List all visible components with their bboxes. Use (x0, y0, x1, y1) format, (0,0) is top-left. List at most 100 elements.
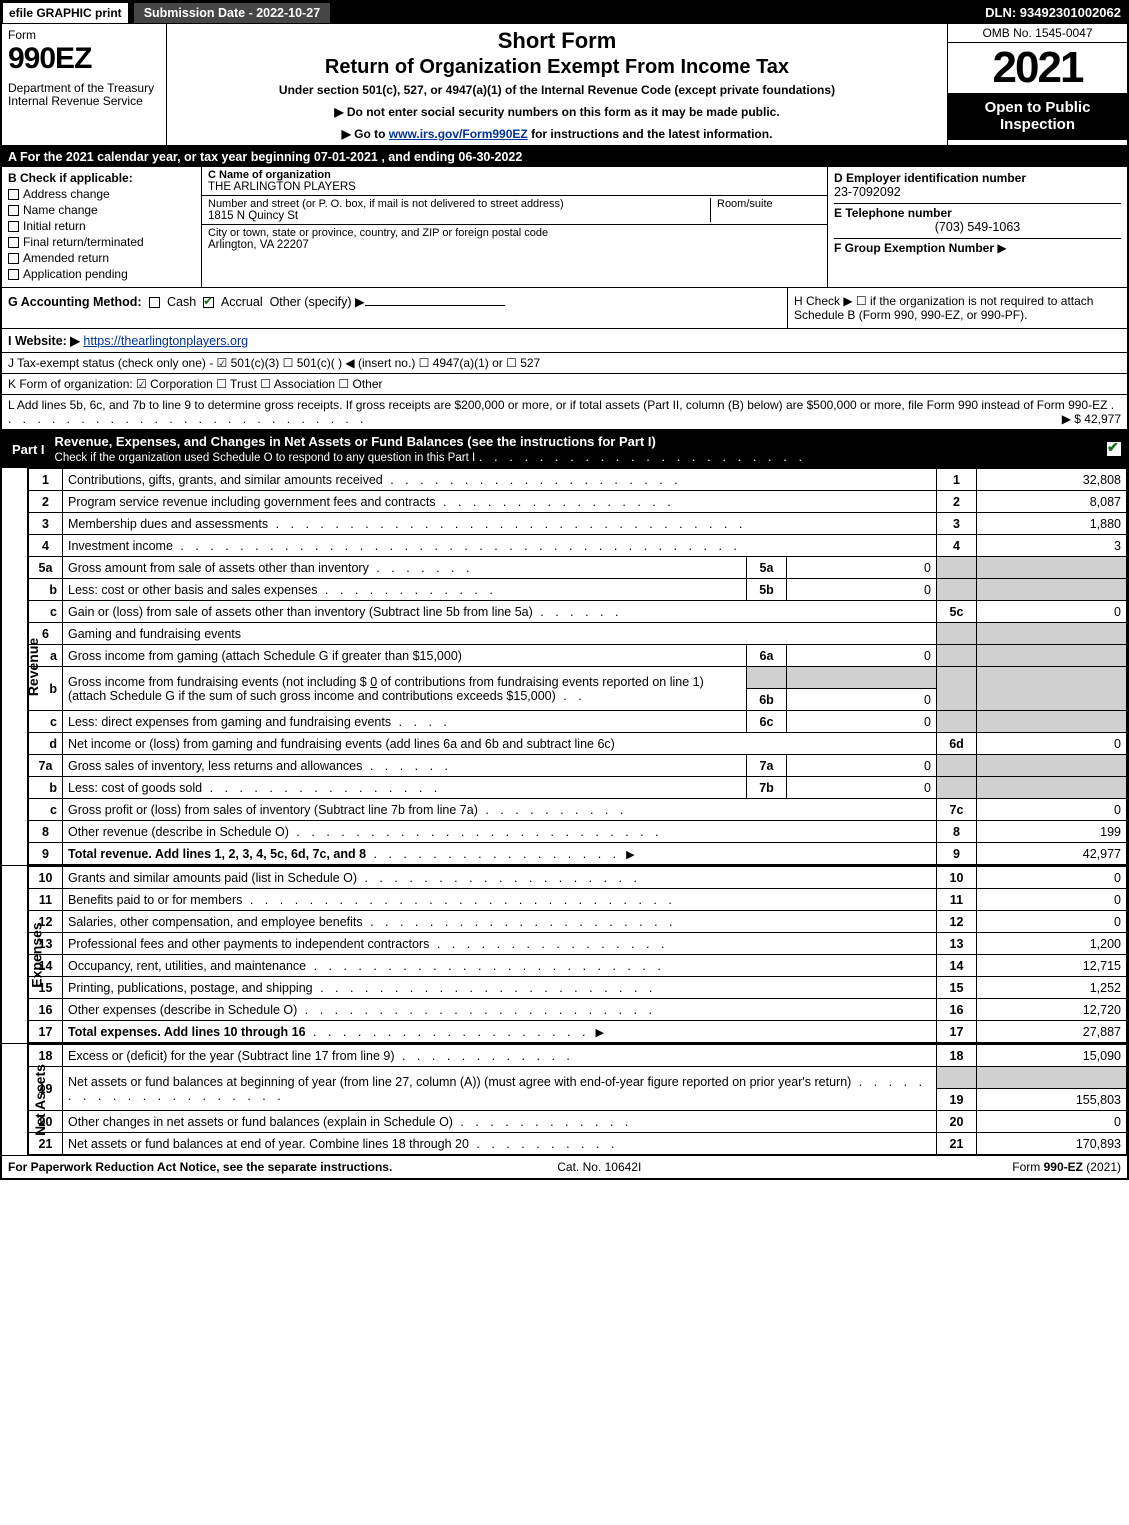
row-6c: cLess: direct expenses from gaming and f… (29, 711, 1127, 733)
chk-application-pending[interactable]: Application pending (8, 267, 195, 281)
cash-label: Cash (167, 295, 196, 309)
box-d-e-f: D Employer identification number 23-7092… (827, 167, 1127, 287)
tax-year: 2021 (948, 43, 1127, 93)
row-7a: 7aGross sales of inventory, less returns… (29, 755, 1127, 777)
row-4: 4Investment income . . . . . . . . . . .… (29, 535, 1127, 557)
open-public-inspection: Open to Public Inspection (948, 93, 1127, 140)
box-c: C Name of organization THE ARLINGTON PLA… (202, 167, 827, 287)
form-header: Form 990EZ Department of the Treasury In… (2, 24, 1127, 147)
page-footer: For Paperwork Reduction Act Notice, see … (2, 1155, 1127, 1178)
row-3: 3Membership dues and assessments . . . .… (29, 513, 1127, 535)
g-label: G Accounting Method: (8, 295, 142, 309)
f-label: F Group Exemption Number (834, 241, 994, 255)
footer-notice: For Paperwork Reduction Act Notice, see … (8, 1160, 425, 1174)
city-box: City or town, state or province, country… (202, 225, 827, 253)
other-specify: Other (specify) ▶ (270, 295, 365, 309)
submission-date-button[interactable]: Submission Date - 2022-10-27 (133, 2, 331, 24)
omb-number: OMB No. 1545-0047 (948, 24, 1127, 43)
line-l-text: L Add lines 5b, 6c, and 7b to line 9 to … (8, 398, 1107, 412)
line-l-gross-receipts: L Add lines 5b, 6c, and 7b to line 9 to … (2, 395, 1127, 430)
row-13: 13Professional fees and other payments t… (29, 933, 1127, 955)
main-title: Return of Organization Exempt From Incom… (177, 56, 937, 79)
dln-label: DLN: 93492301002062 (979, 2, 1127, 24)
subtitle: Under section 501(c), 527, or 4947(a)(1)… (177, 83, 937, 97)
short-form-title: Short Form (177, 28, 937, 54)
row-14: 14Occupancy, rent, utilities, and mainte… (29, 955, 1127, 977)
street-label: Number and street (or P. O. box, if mail… (208, 198, 704, 210)
row-7b: bLess: cost of goods sold . . . . . . . … (29, 777, 1127, 799)
row-5c: cGain or (loss) from sale of assets othe… (29, 601, 1127, 623)
room-label: Room/suite (717, 198, 821, 210)
chk-accrual[interactable] (203, 297, 214, 308)
revenue-table: 1Contributions, gifts, grants, and simil… (28, 468, 1127, 865)
f-arrow-icon: ▶ (997, 241, 1006, 255)
box-b-title: B Check if applicable: (8, 171, 195, 185)
e-label: E Telephone number (834, 206, 1121, 220)
header-right: OMB No. 1545-0047 2021 Open to Public In… (947, 24, 1127, 145)
arrow-icon (590, 1025, 604, 1039)
chk-name-change[interactable]: Name change (8, 203, 195, 217)
row-9: 9Total revenue. Add lines 1, 2, 3, 4, 5c… (29, 843, 1127, 865)
part-1-label: Part I (8, 442, 55, 457)
form-990ez-page: efile GRAPHIC print Submission Date - 20… (0, 0, 1129, 1180)
part-1-subtitle: Check if the organization used Schedule … (55, 452, 476, 464)
line-l-amount: ▶ $ 42,977 (1062, 412, 1121, 426)
row-12: 12Salaries, other compensation, and empl… (29, 911, 1127, 933)
instruction-2: ▶ Go to www.irs.gov/Form990EZ for instru… (177, 127, 937, 141)
instr2-pre: ▶ Go to (342, 127, 389, 141)
part-1-checkbox[interactable] (1107, 442, 1121, 456)
row-8: 8Other revenue (describe in Schedule O) … (29, 821, 1127, 843)
row-5b: bLess: cost or other basis and sales exp… (29, 579, 1127, 601)
row-17: 17Total expenses. Add lines 10 through 1… (29, 1021, 1127, 1043)
expenses-section: Expenses 10Grants and similar amounts pa… (2, 866, 1127, 1044)
row-10: 10Grants and similar amounts paid (list … (29, 867, 1127, 889)
box-b: B Check if applicable: Address change Na… (2, 167, 202, 287)
chk-address-change[interactable]: Address change (8, 187, 195, 201)
city-label: City or town, state or province, country… (208, 227, 821, 239)
instr2-post: for instructions and the latest informat… (528, 127, 773, 141)
line-i-website: I Website: ▶ https://thearlingtonplayers… (2, 329, 1127, 353)
footer-form-ref: Form 990-EZ (2021) (773, 1160, 1121, 1174)
org-name-box: C Name of organization THE ARLINGTON PLA… (202, 167, 827, 196)
form-number: 990EZ (8, 42, 160, 76)
row-6d: dNet income or (loss) from gaming and fu… (29, 733, 1127, 755)
city-state-zip: Arlington, VA 22207 (208, 239, 821, 251)
org-name: THE ARLINGTON PLAYERS (208, 181, 821, 193)
other-specify-input[interactable] (365, 305, 505, 306)
row-1: 1Contributions, gifts, grants, and simil… (29, 469, 1127, 491)
chk-final-return[interactable]: Final return/terminated (8, 235, 195, 249)
i-label: I Website: ▶ (8, 334, 80, 348)
entity-block: B Check if applicable: Address change Na… (2, 167, 1127, 288)
row-5a: 5aGross amount from sale of assets other… (29, 557, 1127, 579)
revenue-sidelabel: Revenue (2, 468, 28, 865)
accrual-label: Accrual (221, 295, 263, 309)
street-box: Number and street (or P. O. box, if mail… (202, 196, 827, 225)
row-15: 15Printing, publications, postage, and s… (29, 977, 1127, 999)
expenses-table: 10Grants and similar amounts paid (list … (28, 866, 1127, 1043)
line-h: H Check ▶ ☐ if the organization is not r… (787, 288, 1127, 328)
line-a-tax-year: A For the 2021 calendar year, or tax yea… (2, 147, 1127, 167)
street-address: 1815 N Quincy St (208, 210, 704, 222)
phone: (703) 549-1063 (834, 220, 1121, 234)
c-label: C Name of organization (208, 169, 821, 181)
net-assets-section: Net Assets 18Excess or (deficit) for the… (2, 1044, 1127, 1155)
net-assets-sidelabel: Net Assets (2, 1044, 28, 1155)
line-k-form-org: K Form of organization: ☑ Corporation ☐ … (2, 374, 1127, 395)
row-6b: bGross income from fundraising events (n… (29, 667, 1127, 689)
row-20: 20Other changes in net assets or fund ba… (29, 1111, 1127, 1133)
part-1-title: Revenue, Expenses, and Changes in Net As… (55, 434, 656, 449)
chk-initial-return[interactable]: Initial return (8, 219, 195, 233)
line-g-h: G Accounting Method: Cash Accrual Other … (2, 288, 1127, 329)
ein: 23-7092092 (834, 185, 1121, 199)
instruction-1: ▶ Do not enter social security numbers o… (177, 105, 937, 119)
chk-amended-return[interactable]: Amended return (8, 251, 195, 265)
chk-cash[interactable] (149, 297, 160, 308)
efile-print-button[interactable]: efile GRAPHIC print (2, 2, 129, 24)
irs-link[interactable]: www.irs.gov/Form990EZ (389, 127, 528, 141)
row-11: 11Benefits paid to or for members . . . … (29, 889, 1127, 911)
row-7c: cGross profit or (loss) from sales of in… (29, 799, 1127, 821)
header-left: Form 990EZ Department of the Treasury In… (2, 24, 167, 145)
website-link[interactable]: https://thearlingtonplayers.org (83, 334, 248, 348)
part-1-header: Part I Revenue, Expenses, and Changes in… (2, 430, 1127, 468)
form-word: Form (8, 28, 160, 42)
